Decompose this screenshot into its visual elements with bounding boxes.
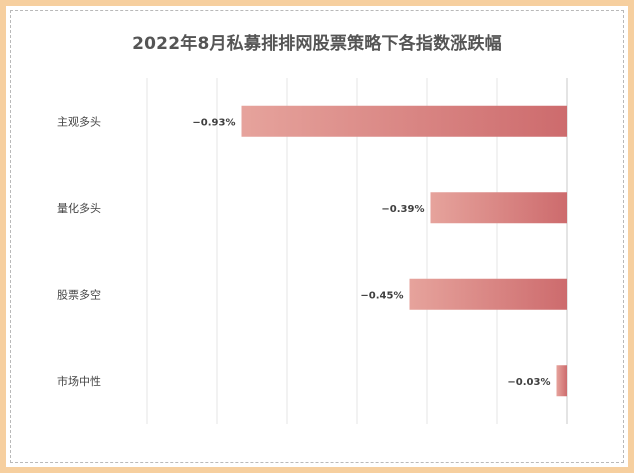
- bar-0: [241, 105, 567, 137]
- data-label: −0.39%: [381, 204, 424, 215]
- chart-frame: [6, 6, 628, 467]
- data-label: −0.93%: [192, 117, 235, 128]
- category-label: 主观多头: [57, 114, 101, 128]
- data-label: −0.45%: [360, 290, 403, 301]
- bar-1: [430, 192, 567, 224]
- bar-3: [556, 365, 567, 397]
- data-label: −0.03%: [507, 377, 550, 388]
- category-label: 量化多头: [57, 201, 101, 215]
- chart-title: 2022年8月私募排排网股票策略下各指数涨跌幅: [132, 34, 502, 54]
- bar-2: [409, 278, 567, 310]
- category-label: 股票多空: [57, 287, 101, 301]
- category-label: 市场中性: [57, 374, 101, 388]
- chart-border: [10, 10, 624, 463]
